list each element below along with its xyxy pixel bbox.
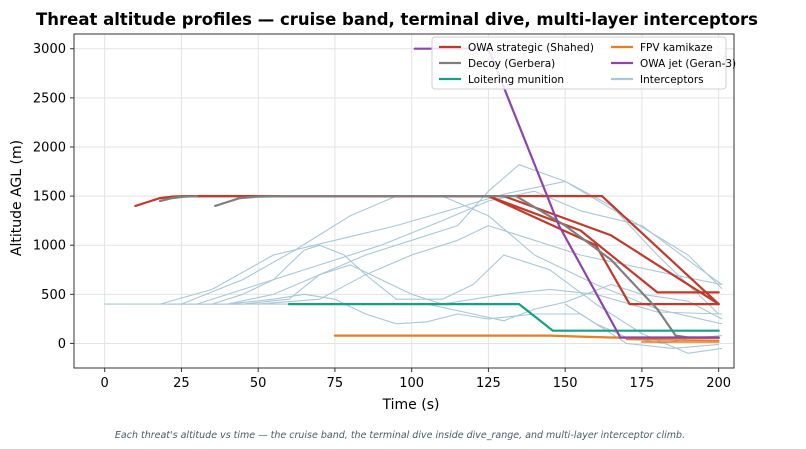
y-tick-label: 2500 [33, 91, 66, 106]
legend-label: Interceptors [640, 74, 704, 86]
series-line-decoy-gerbera [214, 195, 720, 339]
x-tick-label: 175 [629, 376, 654, 391]
series-line-owa-strategic-shahed [514, 195, 720, 306]
legend-label: Loitering munition [468, 74, 564, 86]
legend-label: OWA strategic (Shahed) [468, 42, 594, 54]
x-tick-label: 125 [476, 376, 501, 391]
chart-caption: Each threat's altitude vs time — the cru… [115, 430, 685, 441]
series-line-owa-strategic-shahed [487, 195, 720, 306]
y-tick-label: 0 [58, 337, 66, 352]
series-line-interceptors [159, 180, 723, 305]
x-tick-label: 75 [327, 376, 344, 391]
x-tick-label: 0 [101, 376, 109, 391]
legend-label: FPV kamikaze [640, 42, 713, 54]
x-tick-label: 150 [553, 376, 578, 391]
x-tick-label: 100 [399, 376, 424, 391]
x-tick-label: 25 [173, 376, 190, 391]
y-tick-label: 500 [41, 288, 66, 303]
y-tick-label: 1000 [33, 239, 66, 254]
plot-frame [73, 33, 735, 369]
series-layer [104, 47, 723, 354]
y-tick-label: 3000 [33, 42, 66, 57]
x-axis-ticks: 0 25 50 75 100 125 150 175 200 [101, 368, 731, 391]
series-line-interceptors [196, 190, 723, 305]
legend-box [431, 36, 727, 90]
x-axis-label: Time (s) [382, 397, 440, 413]
series-line-owa-strategic-shahed [134, 195, 720, 294]
legend-label: Decoy (Gerbera) [468, 58, 555, 70]
legend: OWA strategic (Shahed) FPV kamikaze Decoy … [431, 36, 736, 90]
series-line-decoy-gerbera [158, 195, 198, 203]
x-tick-label: 200 [706, 376, 731, 391]
y-axis-ticks: 0 500 1000 1500 2000 2500 3000 [33, 42, 74, 352]
y-tick-label: 2000 [33, 140, 66, 155]
series-line-interceptors [226, 164, 720, 315]
series-line-loitering-munition [287, 303, 720, 332]
chart-title: Threat altitude profiles — cruise band, … [36, 10, 758, 29]
series-line-interceptors [426, 283, 723, 322]
legend-label: OWA jet (Geran-3) [640, 58, 736, 70]
x-tick-label: 50 [250, 376, 267, 391]
y-tick-label: 1500 [33, 190, 66, 205]
series-line-interceptors [257, 225, 723, 305]
y-axis-label: Altitude AGL (m) [9, 140, 25, 256]
series-line-interceptors [211, 244, 723, 354]
series-line-fpv-kamikaze [625, 338, 720, 342]
